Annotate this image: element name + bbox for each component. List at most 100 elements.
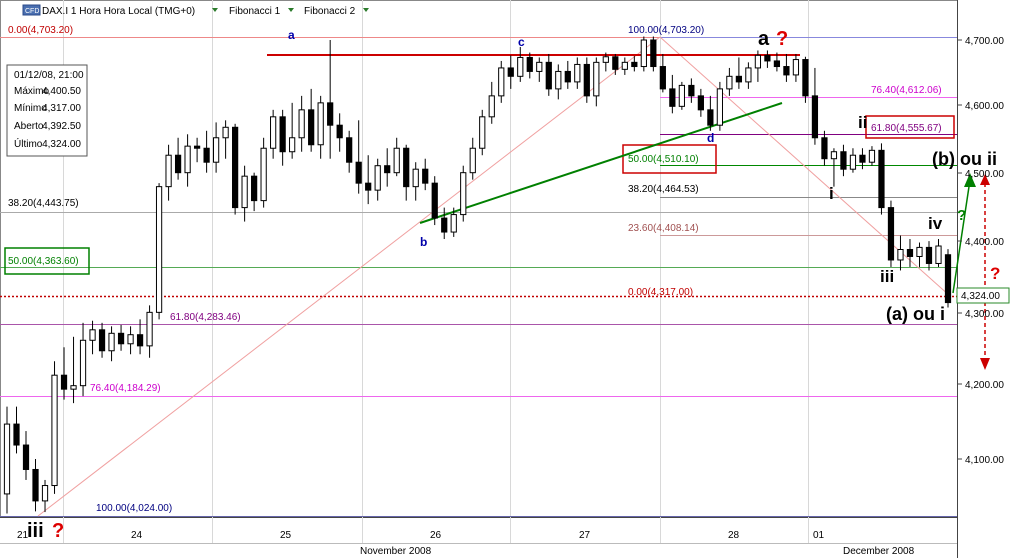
- candle-up[interactable]: [51, 374, 58, 487]
- fib1-dropdown-icon[interactable]: [288, 8, 294, 12]
- candle-up[interactable]: [241, 175, 248, 209]
- candle-down[interactable]: [906, 249, 914, 257]
- candle-down[interactable]: [773, 60, 781, 68]
- candle-up[interactable]: [260, 147, 267, 202]
- candle-down[interactable]: [811, 95, 819, 139]
- candle-down[interactable]: [840, 151, 847, 170]
- candle-down[interactable]: [22, 444, 30, 470]
- candle-down[interactable]: [545, 61, 552, 90]
- candle-down[interactable]: [564, 70, 571, 83]
- candle-up[interactable]: [716, 88, 723, 126]
- candle-down[interactable]: [707, 109, 714, 126]
- candle-down[interactable]: [431, 182, 438, 219]
- candle-up[interactable]: [678, 84, 685, 107]
- candle-down[interactable]: [735, 75, 743, 83]
- candle-down[interactable]: [887, 207, 895, 261]
- candle-down[interactable]: [507, 67, 514, 77]
- candle-down[interactable]: [697, 95, 704, 111]
- candle-up[interactable]: [916, 246, 923, 257]
- candle-down[interactable]: [365, 182, 372, 191]
- candle-down[interactable]: [60, 374, 68, 390]
- candle-down[interactable]: [327, 102, 334, 126]
- candle-down[interactable]: [783, 66, 790, 76]
- candle-up[interactable]: [469, 147, 476, 174]
- candle-up[interactable]: [155, 186, 163, 313]
- candle-up[interactable]: [479, 116, 486, 149]
- candle-up[interactable]: [165, 154, 172, 188]
- candle-up[interactable]: [3, 423, 11, 495]
- candle-down[interactable]: [203, 147, 210, 163]
- candle-up[interactable]: [726, 75, 733, 90]
- candle-up[interactable]: [935, 245, 942, 264]
- candle-down[interactable]: [925, 246, 933, 264]
- candle-up[interactable]: [70, 385, 77, 390]
- candle-up[interactable]: [127, 334, 134, 345]
- candle-down[interactable]: [821, 137, 828, 160]
- candle-up[interactable]: [602, 56, 609, 63]
- candle-down[interactable]: [659, 66, 666, 90]
- fib2-selector[interactable]: Fibonacci 2: [304, 6, 356, 17]
- candle-down[interactable]: [136, 334, 144, 347]
- candle-down[interactable]: [232, 126, 239, 209]
- candle-down[interactable]: [650, 39, 657, 68]
- candle-up[interactable]: [270, 116, 277, 149]
- candle-up[interactable]: [498, 67, 505, 97]
- candle-down[interactable]: [764, 54, 771, 62]
- candle-down[interactable]: [174, 154, 182, 174]
- symbol-selector[interactable]: DAX.I 1 Hora Hora Local (TMG+0): [42, 6, 195, 17]
- candle-down[interactable]: [251, 175, 258, 202]
- candle-up[interactable]: [792, 59, 800, 76]
- candle-up[interactable]: [212, 137, 220, 163]
- candle-down[interactable]: [279, 116, 286, 153]
- candle-down[interactable]: [403, 147, 410, 188]
- candle-up[interactable]: [108, 332, 115, 352]
- candle-down[interactable]: [526, 56, 533, 72]
- candle-up[interactable]: [517, 56, 524, 77]
- candle-up[interactable]: [830, 151, 838, 160]
- candle-up[interactable]: [79, 339, 87, 387]
- candle-down[interactable]: [612, 56, 619, 70]
- candle-up[interactable]: [89, 329, 96, 341]
- candle-down[interactable]: [802, 59, 809, 97]
- candle-down[interactable]: [859, 154, 866, 163]
- candle-down[interactable]: [13, 423, 20, 446]
- symbol-dropdown-icon[interactable]: [212, 8, 218, 12]
- candle-down[interactable]: [117, 332, 125, 345]
- candle-up[interactable]: [317, 102, 324, 146]
- candle-down[interactable]: [441, 217, 448, 233]
- candle-down[interactable]: [669, 88, 676, 107]
- candle-up[interactable]: [412, 168, 419, 188]
- candle-up[interactable]: [868, 149, 876, 163]
- candle-up[interactable]: [488, 95, 495, 118]
- candle-up[interactable]: [897, 249, 904, 261]
- candle-down[interactable]: [688, 84, 695, 97]
- candle-up[interactable]: [450, 214, 457, 233]
- candle-down[interactable]: [583, 63, 590, 97]
- candle-up[interactable]: [593, 61, 600, 97]
- fib2-dropdown-icon[interactable]: [363, 8, 369, 12]
- candle-up[interactable]: [289, 137, 296, 153]
- candle-up[interactable]: [460, 172, 467, 216]
- candle-up[interactable]: [393, 147, 400, 174]
- candle-down[interactable]: [355, 161, 362, 184]
- candle-up[interactable]: [41, 485, 49, 502]
- candle-down[interactable]: [346, 137, 353, 163]
- candle-up[interactable]: [222, 126, 229, 139]
- candle-up[interactable]: [849, 154, 857, 170]
- candle-up[interactable]: [298, 109, 305, 139]
- candle-down[interactable]: [336, 124, 343, 139]
- candle-up[interactable]: [745, 67, 752, 83]
- candle-up[interactable]: [574, 63, 581, 83]
- candle-up[interactable]: [640, 39, 647, 68]
- candle-down[interactable]: [308, 109, 315, 146]
- candle-down[interactable]: [422, 168, 429, 184]
- candle-down[interactable]: [384, 165, 391, 174]
- candle-down[interactable]: [32, 468, 39, 502]
- candle-up[interactable]: [621, 61, 628, 70]
- fib1-selector[interactable]: Fibonacci 1: [229, 6, 281, 17]
- candle-down[interactable]: [193, 145, 201, 149]
- candle-up[interactable]: [754, 54, 762, 69]
- candle-up[interactable]: [374, 165, 381, 191]
- candle-up[interactable]: [555, 70, 562, 90]
